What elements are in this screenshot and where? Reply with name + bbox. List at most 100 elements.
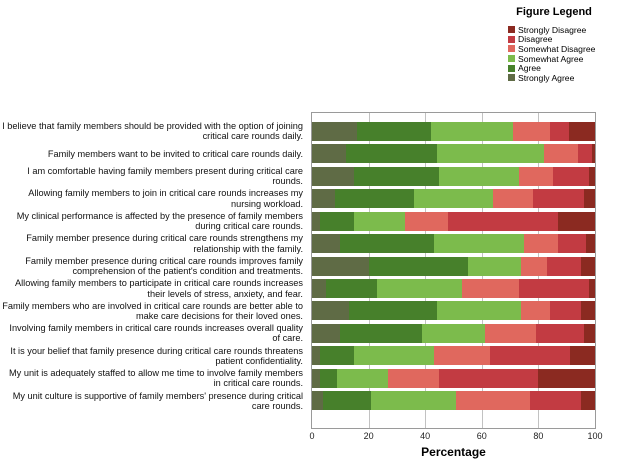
bar-segment-somewhat-agree <box>377 279 462 299</box>
category-label: I believe that family members should be … <box>2 120 303 142</box>
x-tick-label-100: 100 <box>587 431 603 441</box>
bar-segment-disagree <box>546 256 581 276</box>
bar-segment-strongly-disagree <box>592 144 595 164</box>
bar-segment-somewhat-disagree <box>493 189 533 209</box>
bar-segment-strongly-agree <box>312 121 358 141</box>
bar-segment-agree <box>320 368 338 388</box>
legend-item-somewhat-agree: Somewhat Agree <box>488 54 620 64</box>
bar-segment-somewhat-disagree <box>433 346 491 366</box>
bar-segment-disagree <box>529 391 581 411</box>
bar-segment-somewhat-agree <box>439 166 519 186</box>
x-axis-label: Percentage <box>421 445 486 459</box>
bar-segment-agree <box>345 144 437 164</box>
category-label: My clinical performance is affected by t… <box>16 210 303 232</box>
bar-segment-strongly-agree <box>312 189 335 209</box>
category-label: My unit culture is supportive of family … <box>12 390 303 411</box>
legend-label: Strongly Agree <box>518 72 575 83</box>
chart-row: Family member presence during critical c… <box>0 232 595 254</box>
bar-segment-strongly-agree <box>312 166 355 186</box>
bar-segment-strongly-disagree <box>580 391 595 411</box>
bar-segment-agree <box>368 256 468 276</box>
bar-segment-strongly-agree <box>312 279 327 299</box>
bar-segment-agree <box>326 279 378 299</box>
bar-segment-strongly-disagree <box>569 346 595 366</box>
bar-segment-agree <box>334 189 414 209</box>
bar-segment-strongly-agree <box>312 144 346 164</box>
bar-segment-somewhat-disagree <box>518 166 553 186</box>
bar-segment-strongly-agree <box>312 256 369 276</box>
category-label: Family members want to be invited to cri… <box>47 148 303 159</box>
bar-segment-somewhat-agree <box>371 391 457 411</box>
bar-segment-disagree <box>577 144 593 164</box>
bar-segment-agree <box>320 211 355 231</box>
legend-item-strongly-agree: Strongly Agree <box>488 73 620 83</box>
chart-rows: I believe that family members should be … <box>0 120 595 412</box>
chart-row: I am comfortable having family members p… <box>0 165 595 187</box>
x-tick-label-60: 60 <box>476 431 487 441</box>
chart-row: I believe that family members should be … <box>0 120 595 142</box>
stacked-bar <box>312 189 595 209</box>
legend-swatch-strongly-agree <box>508 74 515 82</box>
stacked-bar <box>312 368 595 388</box>
chart-row: Family members want to be invited to cri… <box>0 142 595 164</box>
bar-segment-somewhat-agree <box>413 189 494 209</box>
bar-segment-disagree <box>535 323 584 343</box>
chart-row: Allowing family members to join in criti… <box>0 187 595 209</box>
bar-segment-strongly-agree <box>312 211 321 231</box>
stacked-bar <box>312 234 595 254</box>
legend-label: Somewhat Disagree <box>518 43 596 54</box>
bar-segment-strongly-disagree <box>583 189 595 209</box>
legend-label: Disagree <box>518 34 553 45</box>
bar-segment-somewhat-disagree <box>512 121 550 141</box>
bar-segment-somewhat-agree <box>354 211 406 231</box>
bar-segment-somewhat-agree <box>467 256 522 276</box>
stacked-bar <box>312 301 595 321</box>
bar-segment-strongly-agree <box>312 346 321 366</box>
stacked-bar <box>312 166 595 186</box>
bar-segment-somewhat-agree <box>337 368 389 388</box>
bar-segment-disagree <box>532 189 584 209</box>
legend-label: Somewhat Agree <box>518 53 584 64</box>
bar-segment-disagree <box>518 279 590 299</box>
bar-segment-strongly-disagree <box>580 256 595 276</box>
chart-row: Family members who are involved in criti… <box>0 300 595 322</box>
bar-segment-agree <box>348 301 437 321</box>
bar-segment-agree <box>340 323 423 343</box>
bar-segment-somewhat-disagree <box>521 301 550 321</box>
bar-segment-somewhat-agree <box>422 323 485 343</box>
chart-row: Family member presence during critical c… <box>0 255 595 277</box>
bar-segment-strongly-disagree <box>589 279 595 299</box>
bar-segment-somewhat-agree <box>354 346 434 366</box>
bar-segment-somewhat-disagree <box>544 144 578 164</box>
legend-item-disagree: Disagree <box>488 34 620 45</box>
bar-segment-strongly-agree <box>312 368 321 388</box>
bar-segment-disagree <box>549 121 570 141</box>
bar-segment-somewhat-agree <box>433 234 525 254</box>
legend-swatch-strongly-disagree <box>508 26 515 34</box>
chart-row: My unit is adequately staffed to allow m… <box>0 367 595 389</box>
bar-segment-disagree <box>552 166 590 186</box>
bar-segment-somewhat-disagree <box>484 323 536 343</box>
bar-segment-disagree <box>558 234 587 254</box>
stacked-bar <box>312 256 595 276</box>
category-label: Allowing family members to participate i… <box>15 278 303 299</box>
bar-segment-strongly-disagree <box>558 211 595 231</box>
stacked-bar <box>312 211 595 231</box>
bar-segment-strongly-agree <box>312 391 324 411</box>
category-label: My unit is adequately staffed to allow m… <box>9 368 303 389</box>
figure-legend: Figure Legend Strongly Disagree Disagree S… <box>488 6 620 83</box>
bar-segment-somewhat-disagree <box>461 279 519 299</box>
legend-item-agree: Agree <box>488 63 620 73</box>
bar-segment-strongly-disagree <box>586 234 595 254</box>
legend-item-strongly-disagree: Strongly Disagree <box>488 25 620 35</box>
bar-segment-strongly-disagree <box>538 368 595 388</box>
bar-segment-agree <box>357 121 431 141</box>
bar-segment-disagree <box>549 301 581 321</box>
category-label: Family members who are involved in criti… <box>2 300 303 321</box>
chart-row: My clinical performance is affected by t… <box>0 210 595 232</box>
bar-segment-agree <box>340 234 434 254</box>
bar-segment-strongly-agree <box>312 234 341 254</box>
bar-segment-disagree <box>439 368 539 388</box>
bar-segment-somewhat-agree <box>430 121 513 141</box>
